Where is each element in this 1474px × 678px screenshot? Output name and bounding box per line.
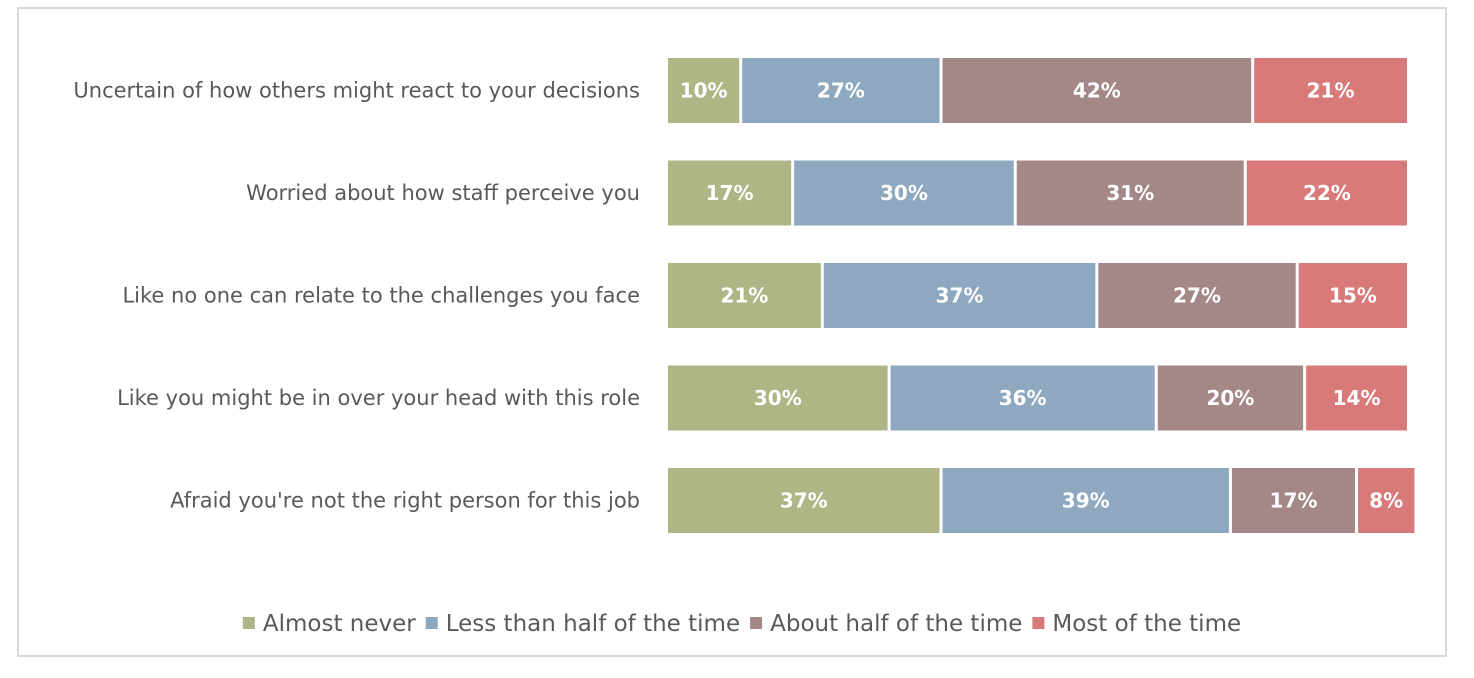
bar-segment [668,160,792,226]
data-label: 17% [1270,489,1318,513]
category-labels: Uncertain of how others might react to y… [73,79,640,513]
data-label: 15% [1329,284,1377,308]
bar-segment [742,58,940,123]
bar-segment [942,58,1252,123]
data-label: 27% [1173,284,1221,308]
bar-segment [794,160,1014,226]
legend-swatch [750,617,763,629]
data-label: 22% [1303,181,1351,205]
bar-segment [668,58,740,123]
legend: Almost never Less than half of the time Ab… [242,611,1241,637]
legend-label: Almost never [263,611,416,637]
data-label: 21% [1307,79,1355,103]
bar-segment [668,365,888,431]
bar-segment [890,365,1155,431]
data-label: 17% [706,181,754,205]
bar-segment [1254,58,1407,123]
data-label: 20% [1206,386,1254,410]
category-label: Afraid you're not the right person for t… [170,489,640,513]
bar-segment [942,468,1229,533]
legend-label: About half of the time [770,611,1022,637]
data-label: 37% [780,489,828,513]
data-label: 39% [1062,489,1110,513]
bar-segment [1157,365,1304,431]
legend-label: Most of the time [1052,611,1241,637]
category-label: Worried about how staff perceive you [246,181,640,205]
data-label: 31% [1106,181,1154,205]
bar-segment [823,263,1096,328]
data-label: 14% [1333,386,1381,410]
bar-segment [1358,468,1415,533]
bar-segment [1231,468,1356,533]
bar-segment [1246,160,1407,226]
category-label: Like no one can relate to the challenges… [122,284,640,308]
data-label: 30% [754,386,802,410]
bar-segment [668,468,940,533]
bar-segment [668,263,821,328]
data-label: 27% [817,79,865,103]
data-label: 30% [880,181,928,205]
data-label: 36% [999,386,1047,410]
legend-swatch [1032,617,1045,629]
bar-segment [1298,263,1407,328]
bar-segment [1306,365,1407,431]
data-label: 37% [936,284,984,308]
data-label: 10% [680,79,728,103]
data-label: 21% [720,284,768,308]
category-label: Uncertain of how others might react to y… [73,79,640,103]
legend-swatch [425,617,438,629]
bars [668,58,1415,533]
category-label: Like you might be in over your head with… [117,386,640,410]
data-label: 42% [1073,79,1121,103]
legend-swatch [242,617,255,629]
legend-label: Less than half of the time [446,611,740,637]
bar-segment [1098,263,1296,328]
value-labels: 10% 27% 42% 21% 17% 30% 31% 22% 21% 37% 27% 15% 30% 3… [680,79,1404,513]
bar-segment [1016,160,1244,226]
data-label: 8% [1369,489,1403,513]
